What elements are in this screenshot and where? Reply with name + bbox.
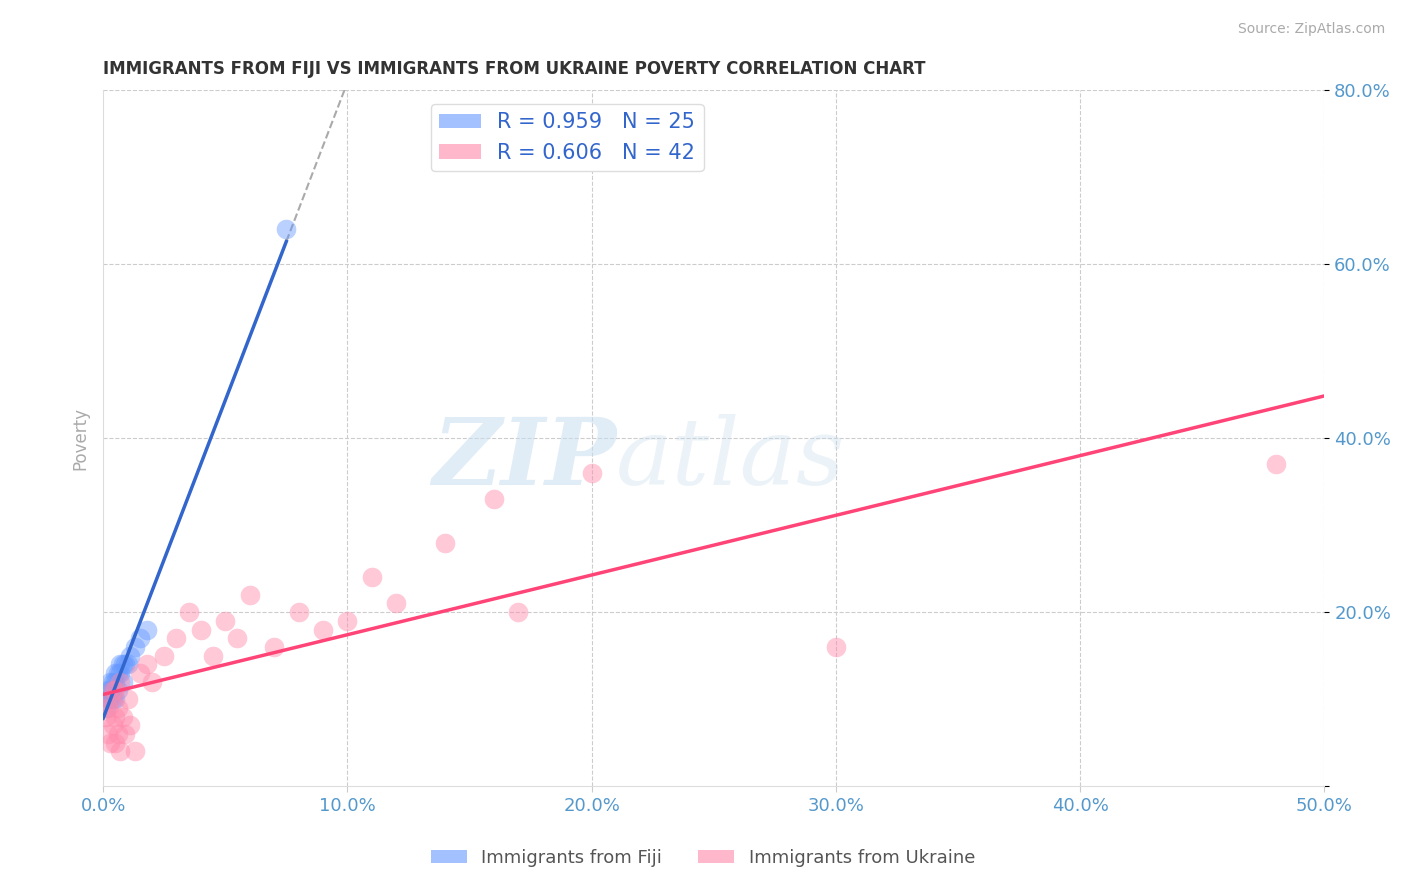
Point (100, 692, 122, 706)
Point (336, 614, 359, 628)
Point (226, 632, 249, 646)
Point (107, 701, 129, 715)
Point (360, 570, 382, 584)
Point (1264, 458, 1286, 472)
Point (124, 640, 146, 654)
Point (117, 692, 139, 706)
Point (136, 657, 159, 672)
Point (107, 683, 129, 698)
Point (107, 727, 129, 741)
Point (101, 692, 124, 706)
Point (136, 623, 159, 637)
Point (94, 701, 117, 715)
Point (97, 692, 120, 706)
Point (111, 709, 134, 723)
Point (214, 614, 236, 628)
Point (114, 727, 136, 741)
Point (581, 466, 603, 480)
Point (100, 692, 122, 706)
Point (177, 605, 200, 619)
Point (101, 718, 124, 732)
Point (110, 666, 132, 681)
Point (118, 718, 141, 732)
Point (100, 736, 122, 750)
Point (97, 683, 120, 698)
Point (114, 657, 136, 672)
Point (263, 640, 285, 654)
Text: atlas: atlas (616, 414, 845, 504)
Y-axis label: Poverty: Poverty (72, 407, 89, 470)
Point (110, 674, 132, 689)
Point (104, 683, 127, 698)
Point (97, 727, 120, 741)
Point (111, 657, 134, 672)
Point (385, 597, 408, 611)
Point (118, 648, 141, 663)
Point (124, 744, 146, 758)
Text: IMMIGRANTS FROM FIJI VS IMMIGRANTS FROM UKRAINE POVERTY CORRELATION CHART: IMMIGRANTS FROM FIJI VS IMMIGRANTS FROM … (103, 60, 925, 78)
Point (107, 666, 129, 681)
Point (239, 588, 262, 602)
Legend: Immigrants from Fiji, Immigrants from Ukraine: Immigrants from Fiji, Immigrants from Uk… (423, 842, 983, 874)
Point (276, 222, 298, 236)
Point (110, 657, 132, 672)
Point (165, 632, 187, 646)
Point (128, 666, 150, 681)
Text: Source: ZipAtlas.com: Source: ZipAtlas.com (1237, 22, 1385, 37)
Point (100, 683, 122, 698)
Point (101, 683, 124, 698)
Point (101, 683, 124, 698)
Legend: R = 0.959   N = 25, R = 0.606   N = 42: R = 0.959 N = 25, R = 0.606 N = 42 (430, 104, 703, 171)
Point (117, 657, 139, 672)
Point (825, 640, 848, 654)
Point (104, 736, 127, 750)
Text: ZIP: ZIP (432, 414, 616, 504)
Point (94, 709, 117, 723)
Point (97, 701, 120, 715)
Point (128, 632, 150, 646)
Point (508, 605, 530, 619)
Point (141, 674, 163, 689)
Point (110, 744, 132, 758)
Point (100, 674, 122, 689)
Point (111, 674, 134, 689)
Point (287, 605, 309, 619)
Point (104, 666, 127, 681)
Point (153, 648, 176, 663)
Point (202, 648, 225, 663)
Point (434, 535, 457, 549)
Point (104, 709, 127, 723)
Point (101, 674, 124, 689)
Point (104, 692, 127, 706)
Point (482, 492, 505, 507)
Point (312, 623, 335, 637)
Point (104, 674, 127, 689)
Point (190, 623, 212, 637)
